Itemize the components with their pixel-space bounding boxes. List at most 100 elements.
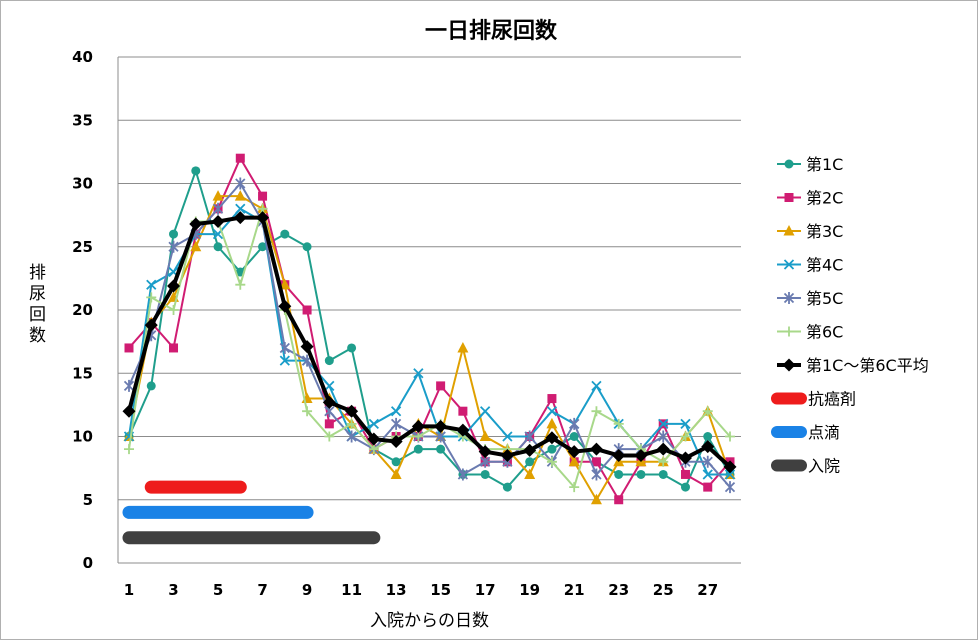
data-point	[324, 356, 334, 366]
x-axis-label: 入院からの日数	[370, 611, 489, 631]
legend-item-2: 第2C	[777, 189, 843, 208]
x-tick-label: 11	[341, 581, 362, 599]
y-tick-label: 20	[72, 301, 93, 319]
data-point	[703, 432, 713, 441]
data-point	[302, 406, 313, 417]
data-point	[569, 482, 580, 493]
series-line	[128, 182, 731, 488]
data-point	[413, 444, 423, 454]
data-point	[278, 299, 292, 313]
data-point	[235, 203, 246, 214]
data-point	[784, 159, 794, 169]
data-point	[322, 395, 336, 409]
data-point	[547, 444, 557, 454]
legend-item-3: 第3C	[777, 222, 843, 241]
data-point	[545, 431, 559, 445]
data-point	[324, 380, 335, 392]
legend-item-5: 第5C	[777, 289, 843, 308]
data-point	[324, 419, 334, 429]
legend-label: 抗癌剤	[808, 390, 856, 409]
legend-item-6: 第6C	[777, 323, 843, 342]
data-point	[346, 418, 357, 429]
data-point	[613, 418, 624, 429]
data-point	[634, 448, 648, 462]
data-point	[656, 442, 670, 456]
data-point	[235, 153, 245, 163]
data-point	[783, 292, 795, 304]
y-tick-label: 25	[72, 238, 93, 256]
y-tick-label: 40	[72, 48, 93, 66]
data-point	[724, 481, 736, 494]
data-point	[146, 381, 156, 391]
x-tick-label: 7	[257, 581, 267, 599]
series-7	[122, 211, 737, 474]
data-point	[458, 406, 468, 416]
data-point	[567, 445, 581, 459]
legend-label: 第5C	[806, 289, 843, 308]
data-point	[190, 240, 202, 252]
x-tick-label: 9	[302, 581, 312, 599]
data-point	[413, 368, 424, 379]
legend-item-8: 抗癌剤	[771, 390, 856, 409]
x-tick-label: 21	[564, 581, 585, 599]
data-point	[701, 440, 715, 454]
data-point	[279, 355, 290, 366]
data-point	[614, 469, 624, 479]
data-point	[678, 451, 692, 465]
data-point	[680, 431, 691, 442]
data-point	[413, 431, 424, 442]
data-point	[456, 423, 470, 437]
data-point	[436, 444, 446, 454]
data-point	[167, 279, 181, 293]
data-point	[212, 202, 224, 215]
chart-title: 一日排尿回数	[425, 18, 558, 44]
data-point	[480, 406, 491, 417]
data-point	[680, 469, 690, 479]
data-point	[590, 493, 602, 505]
data-point	[280, 229, 290, 239]
data-point	[279, 278, 291, 290]
data-point	[279, 341, 290, 354]
data-point	[725, 431, 735, 442]
data-point	[235, 279, 246, 290]
series-1	[124, 166, 735, 492]
data-point	[568, 455, 580, 467]
data-point	[168, 305, 179, 315]
data-point	[389, 435, 403, 449]
data-point	[390, 417, 402, 430]
y-tick-label: 35	[72, 111, 93, 129]
data-point	[144, 318, 158, 332]
data-point	[723, 460, 737, 474]
legend-item-10: 入院	[771, 457, 840, 476]
data-point	[658, 456, 669, 467]
x-tick-label: 3	[168, 581, 178, 599]
data-point	[502, 482, 512, 492]
data-point	[702, 469, 713, 480]
data-point	[390, 406, 402, 417]
data-point	[784, 193, 794, 202]
data-point	[702, 455, 713, 468]
data-point	[146, 279, 157, 290]
data-point	[500, 448, 514, 462]
data-point	[169, 343, 179, 353]
data-point	[680, 482, 690, 492]
data-point	[258, 191, 268, 201]
legend-item-7: 第1C～第6C平均	[777, 356, 929, 375]
data-point	[391, 457, 401, 467]
data-point	[258, 242, 268, 252]
data-point	[436, 381, 446, 391]
data-point	[591, 406, 602, 417]
data-point	[569, 417, 580, 430]
data-point	[478, 445, 492, 459]
x-tick-label: 23	[608, 581, 629, 599]
data-point	[345, 404, 359, 418]
legend-label: 第1C～第6C平均	[806, 356, 929, 375]
data-point	[367, 432, 381, 446]
x-tick-label: 13	[386, 581, 407, 599]
data-point	[636, 469, 646, 479]
data-point	[233, 211, 247, 225]
data-point	[235, 177, 246, 190]
data-point	[680, 418, 691, 429]
data-point	[213, 242, 223, 252]
